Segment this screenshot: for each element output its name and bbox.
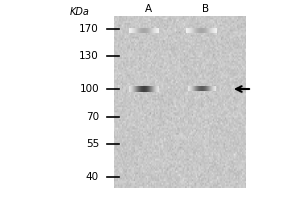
Text: 40: 40 xyxy=(86,172,99,182)
Text: A: A xyxy=(145,4,152,14)
Text: 55: 55 xyxy=(86,139,99,149)
Text: KDa: KDa xyxy=(70,7,90,17)
Text: 170: 170 xyxy=(79,24,99,34)
Text: 130: 130 xyxy=(79,51,99,61)
Text: 70: 70 xyxy=(86,112,99,122)
Text: 100: 100 xyxy=(80,84,99,94)
Text: B: B xyxy=(202,4,209,14)
